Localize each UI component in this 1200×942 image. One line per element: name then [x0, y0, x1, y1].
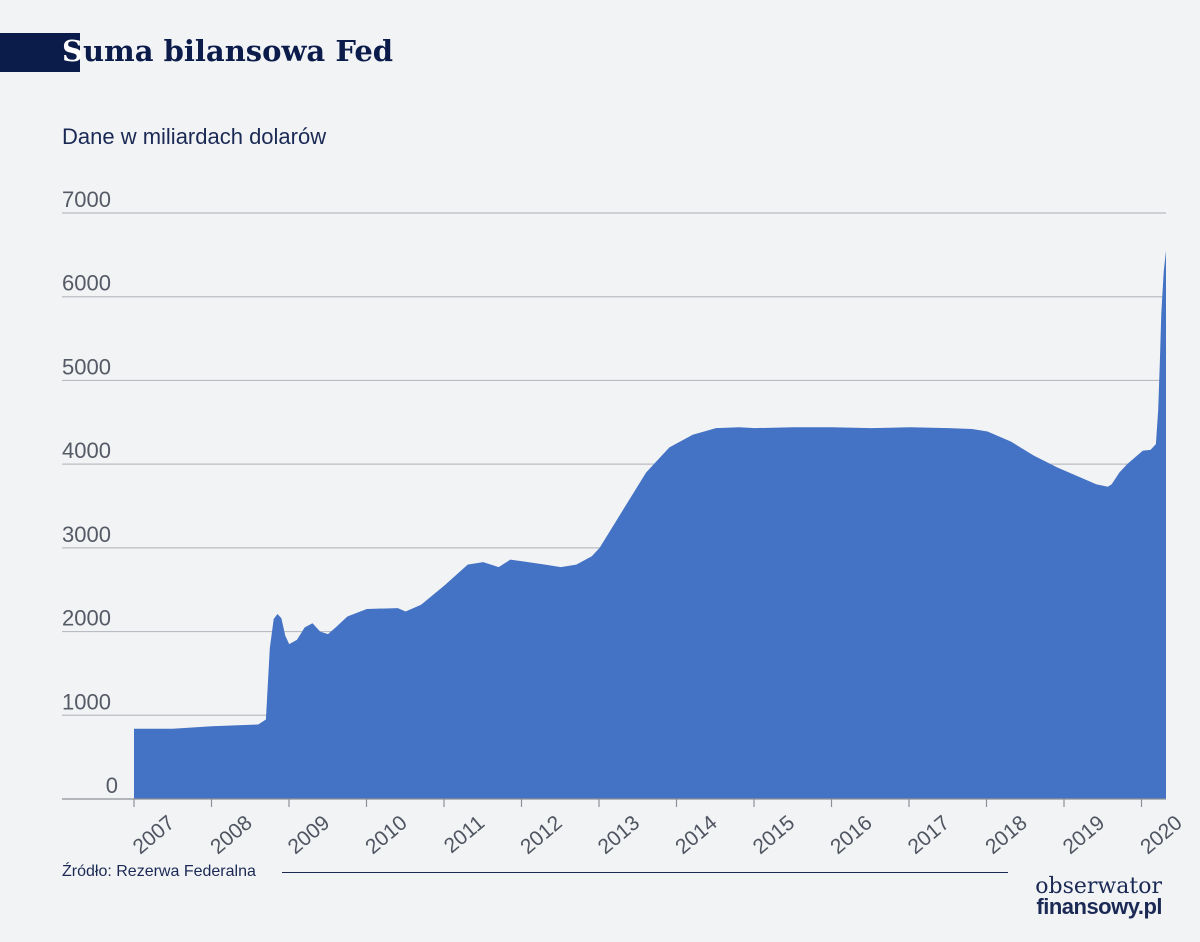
x-tick-label-2011: 2011	[440, 811, 489, 858]
x-tick-label-2008: 2008	[206, 811, 257, 859]
y-tick-label-7000: 7000	[62, 187, 111, 212]
x-tick-label-2009: 2009	[284, 811, 335, 859]
balance-sheet-area	[134, 250, 1166, 799]
x-tick-label-2016: 2016	[826, 811, 877, 859]
title-rest: uma bilansowa Fed	[82, 34, 394, 68]
y-tick-label-5000: 5000	[62, 354, 111, 379]
publisher-logo: obserwator finansowy.pl	[1022, 876, 1162, 922]
y-tick-label-1000: 1000	[62, 689, 111, 714]
chart-subtitle: Dane w miliardach dolarów	[62, 124, 327, 149]
y-tick-label-0: 0	[106, 773, 118, 798]
y-tick-label-6000: 6000	[62, 271, 111, 296]
logo-text-top: obserwator	[1035, 874, 1162, 899]
x-tick-label-2012: 2012	[516, 811, 567, 859]
x-axis: 2007 2008 2009 2010 2011 2012 2013 2014 2015 2016…	[62, 798, 1187, 859]
logo-text-bottom: finansowy.pl	[1036, 894, 1162, 919]
x-tick-label-2015: 2015	[749, 811, 800, 859]
chart-title: Suma bilansowa Fed	[62, 34, 393, 68]
x-tick-label-2007: 2007	[129, 811, 180, 859]
x-tick-label-2019: 2019	[1059, 811, 1110, 859]
y-tick-label-2000: 2000	[62, 606, 111, 631]
x-tick-label-2020: 2020	[1136, 811, 1187, 859]
y-tick-label-4000: 4000	[62, 438, 111, 463]
y-axis-ticks: 0 1000 2000 3000 4000 5000 6000 7000	[62, 187, 118, 798]
x-tick-label-2014: 2014	[671, 811, 722, 859]
x-tick-label-2018: 2018	[981, 811, 1032, 859]
x-tick-label-2010: 2010	[361, 811, 412, 859]
title-initial: S	[62, 34, 83, 68]
y-tick-label-3000: 3000	[62, 522, 111, 547]
footer-divider	[282, 872, 1008, 873]
source-note: Źródło: Rezerwa Federalna	[62, 863, 256, 880]
x-tick-label-2013: 2013	[594, 811, 645, 859]
x-tick-label-2017: 2017	[904, 811, 955, 859]
title-accent-bar	[0, 33, 80, 72]
